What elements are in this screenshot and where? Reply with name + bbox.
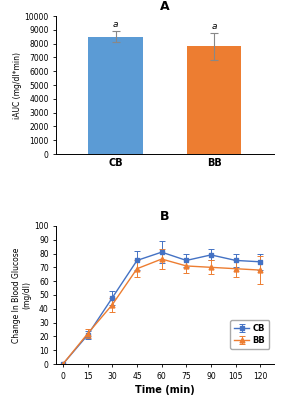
Legend: CB, BB: CB, BB [230, 320, 269, 349]
Text: a: a [113, 20, 118, 29]
Bar [89, 37, 143, 154]
Y-axis label: Change In Blood Glucose
(mg/dl): Change In Blood Glucose (mg/dl) [12, 247, 32, 343]
Bar [187, 46, 241, 154]
Y-axis label: iAUC (mg/dl*min): iAUC (mg/dl*min) [13, 52, 22, 118]
Text: a: a [212, 22, 217, 31]
Title: A: A [160, 0, 170, 14]
Title: B: B [160, 210, 170, 223]
X-axis label: Time (min): Time (min) [135, 385, 195, 395]
